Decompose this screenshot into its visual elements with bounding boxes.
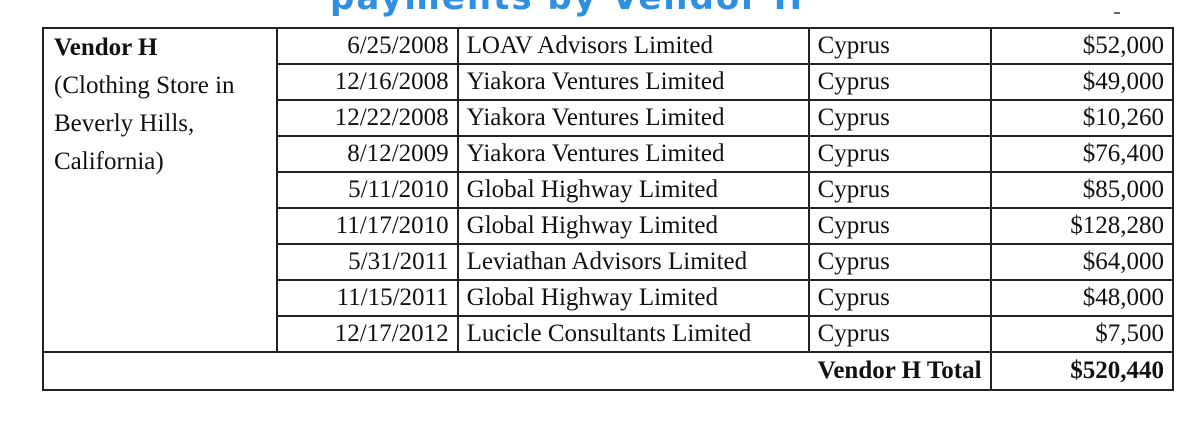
- date-cell: 11/17/2010: [275, 207, 459, 245]
- amount-cell: $48,000: [989, 279, 1175, 317]
- vendor-name: Vendor H: [54, 34, 158, 61]
- cropped-header-text: payments by Vendor H: [330, 0, 804, 18]
- payments-table: Vendor H (Clothing Store in Beverly Hill…: [42, 27, 1175, 391]
- table-row: 11/15/2011 Global Highway Limited Cyprus…: [43, 279, 1175, 317]
- scan-mark: [1114, 12, 1120, 14]
- payee-cell: Global Highway Limited: [456, 171, 810, 209]
- table-row: Vendor H (Clothing Store in Beverly Hill…: [42, 27, 1175, 353]
- payee-cell: Yiakora Ventures Limited: [456, 63, 810, 101]
- table-row: 5/31/2011 Leviathan Advisors Limited Cyp…: [43, 243, 1175, 281]
- table-row: 12/22/2008 Yiakora Ventures Limited Cypr…: [43, 99, 1175, 137]
- amount-cell: $76,400: [989, 135, 1175, 173]
- country-cell: Cyprus: [807, 99, 992, 137]
- country-cell: Cyprus: [807, 27, 992, 65]
- amount-cell: $52,000: [989, 27, 1175, 65]
- country-cell: Cyprus: [807, 279, 992, 317]
- country-cell: Cyprus: [807, 243, 992, 281]
- amount-cell: $64,000: [989, 243, 1175, 281]
- country-cell: Cyprus: [807, 63, 992, 101]
- vendor-cell: Vendor H (Clothing Store in Beverly Hill…: [42, 27, 278, 353]
- country-cell: Cyprus: [807, 171, 992, 209]
- date-cell: 8/12/2009: [275, 135, 459, 173]
- date-cell: 12/17/2012: [275, 315, 459, 353]
- amount-cell: $10,260: [989, 99, 1175, 137]
- total-amount: $520,440: [989, 351, 1175, 391]
- table-row: 12/16/2008 Yiakora Ventures Limited Cypr…: [43, 63, 1175, 101]
- payee-cell: Yiakora Ventures Limited: [456, 135, 810, 173]
- date-cell: 5/11/2010: [275, 171, 459, 209]
- payee-cell: Global Highway Limited: [456, 279, 810, 317]
- date-cell: 12/16/2008: [275, 63, 459, 101]
- payee-cell: Global Highway Limited: [456, 207, 810, 245]
- date-cell: 11/15/2011: [275, 279, 459, 317]
- payee-cell: Yiakora Ventures Limited: [456, 99, 810, 137]
- payee-cell: Leviathan Advisors Limited: [456, 243, 810, 281]
- total-label: Vendor H Total: [42, 351, 992, 391]
- country-cell: Cyprus: [807, 315, 992, 353]
- payee-cell: Lucicle Consultants Limited: [456, 315, 810, 353]
- date-cell: 5/31/2011: [275, 243, 459, 281]
- country-cell: Cyprus: [807, 135, 992, 173]
- table-row: 5/11/2010 Global Highway Limited Cyprus …: [43, 171, 1175, 209]
- table-row: 11/17/2010 Global Highway Limited Cyprus…: [43, 207, 1175, 245]
- amount-cell: $85,000: [989, 171, 1175, 209]
- table-row: 12/17/2012 Lucicle Consultants Limited C…: [43, 315, 1175, 353]
- date-cell: 12/22/2008: [275, 99, 459, 137]
- payee-cell: LOAV Advisors Limited: [456, 27, 810, 65]
- vendor-description: (Clothing Store in Beverly Hills, Califo…: [54, 72, 235, 175]
- country-cell: Cyprus: [807, 207, 992, 245]
- amount-cell: $49,000: [989, 63, 1175, 101]
- amount-cell: $7,500: [989, 315, 1175, 353]
- amount-cell: $128,280: [989, 207, 1175, 245]
- total-row: Vendor H Total $520,440: [42, 351, 1175, 391]
- date-cell: 6/25/2008: [275, 27, 459, 65]
- table-row: 8/12/2009 Yiakora Ventures Limited Cypru…: [43, 135, 1175, 173]
